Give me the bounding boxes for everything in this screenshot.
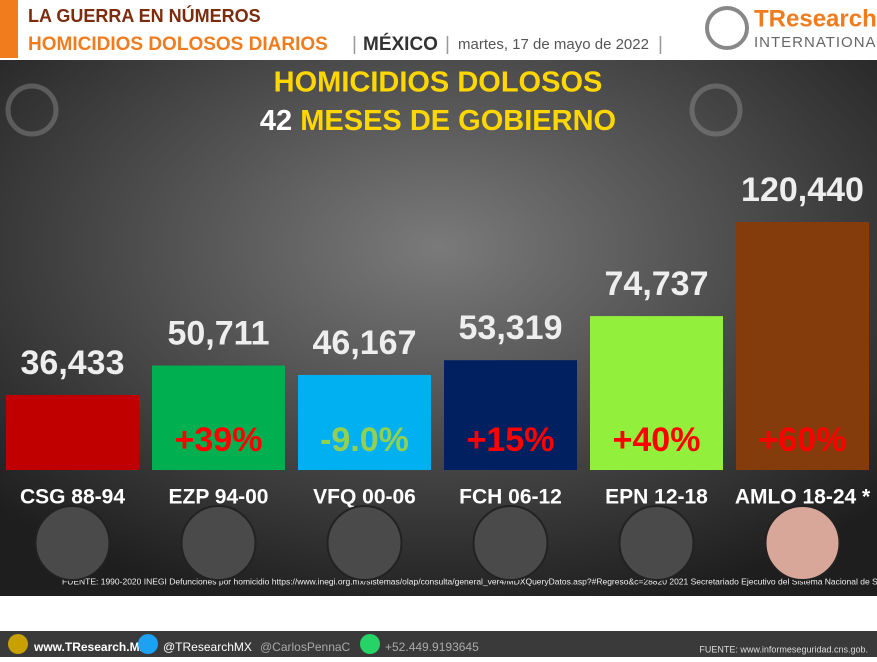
portrait	[764, 505, 841, 581]
change-label: +15%	[467, 421, 555, 459]
footer-phone: +52.449.9193645	[385, 640, 479, 654]
change-label: +60%	[759, 421, 847, 459]
value-label: 74,737	[605, 265, 709, 303]
watermark-icon	[689, 83, 743, 137]
subtitle-number: 42	[260, 105, 292, 137]
separator: |	[445, 34, 450, 55]
topic: HOMICIDIOS DOLOSOS DIARIOS	[28, 34, 328, 55]
change-label: +40%	[613, 421, 701, 459]
portrait	[180, 505, 257, 581]
subtitle-text: MESES DE GOBIERNO	[300, 105, 616, 137]
category-label: EZP 94-00	[168, 486, 268, 509]
bar	[6, 394, 139, 470]
chart-bg	[0, 60, 877, 596]
phone-icon	[360, 634, 380, 654]
value-label: 36,433	[21, 344, 125, 382]
web-icon	[8, 634, 28, 654]
country: MÉXICO	[363, 33, 438, 55]
category-label: EPN 12-18	[605, 486, 708, 509]
watermarks	[5, 83, 743, 137]
separator: |	[658, 34, 663, 55]
value-label: 50,711	[167, 315, 269, 353]
watermark-icon	[5, 83, 59, 137]
portrait	[326, 505, 403, 581]
category-label: FCH 06-12	[459, 486, 562, 509]
value-label: 120,440	[741, 171, 864, 209]
bar	[444, 360, 577, 470]
footer-handle: @CarlosPennaC	[260, 640, 351, 654]
logo-sub: INTERNATIONAL	[754, 34, 877, 51]
bar	[298, 374, 431, 470]
logo-name: TResearch	[754, 5, 877, 32]
source: FUENTE: 1990-2020 INEGI Defunciones por …	[62, 576, 877, 586]
separator: |	[352, 34, 357, 55]
bar	[590, 316, 723, 470]
category-label: AMLO 18-24 *	[735, 486, 871, 509]
footer-twitter: @TResearchMX	[163, 640, 252, 654]
portrait	[618, 505, 695, 581]
portrait	[34, 505, 111, 581]
category-label: VFQ 00-06	[313, 486, 416, 509]
header-accent	[0, 0, 18, 58]
chart-subtitle: 42 MESES DE GOBIERNO	[260, 105, 616, 137]
logo-icon	[705, 6, 749, 50]
footer-source: FUENTE: www.informeseguridad.cns.gob.	[699, 644, 868, 654]
category-label: CSG 88-94	[20, 486, 125, 509]
footer-web: www.TResearch.Mx	[33, 640, 147, 654]
bar	[736, 222, 869, 470]
twitter-icon	[138, 634, 158, 654]
portrait	[472, 505, 549, 581]
value-label: 53,319	[459, 309, 563, 347]
value-label: 46,167	[313, 324, 417, 362]
bar	[152, 365, 285, 470]
change-label: +39%	[175, 421, 263, 459]
kicker: LA GUERRA EN NÚMEROS	[28, 5, 261, 26]
date: martes, 17 de mayo de 2022	[458, 36, 649, 53]
chart-title: HOMICIDIOS DOLOSOS	[274, 67, 603, 99]
change-label: -9.0%	[320, 421, 409, 459]
